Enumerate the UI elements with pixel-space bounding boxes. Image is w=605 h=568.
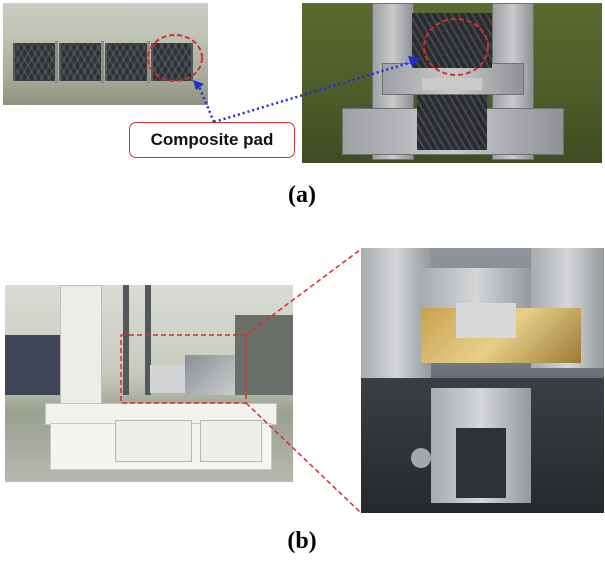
closeup-photo-wrapper xyxy=(361,248,604,513)
pad-segment xyxy=(59,43,103,81)
composite-pads-photo xyxy=(3,3,208,105)
bearing-assembly-photo xyxy=(302,3,602,163)
caption-a: (a) xyxy=(288,182,316,208)
zoom-line-bottom xyxy=(245,402,361,513)
zoom-line-top xyxy=(245,249,361,336)
pad-segment xyxy=(151,43,193,81)
arrow-head-icon xyxy=(408,56,420,67)
caption-b: (b) xyxy=(287,528,317,554)
highlight-circle-pads xyxy=(147,34,203,82)
composite-pad-label: Composite pad xyxy=(129,122,295,158)
test-head-closeup-photo xyxy=(361,248,604,513)
arrow-to-pads xyxy=(196,83,216,123)
arrow-head-icon xyxy=(193,80,204,90)
test-rig-photo xyxy=(5,285,293,482)
composite-pad-label-text: Composite pad xyxy=(150,130,274,149)
zoom-region-box xyxy=(120,334,247,404)
zoom-overlay xyxy=(120,249,361,513)
highlight-circle-bearing xyxy=(423,18,489,76)
pad-segment xyxy=(13,43,57,81)
callout-overlay xyxy=(147,18,489,124)
arrow-to-bearing xyxy=(213,60,413,124)
